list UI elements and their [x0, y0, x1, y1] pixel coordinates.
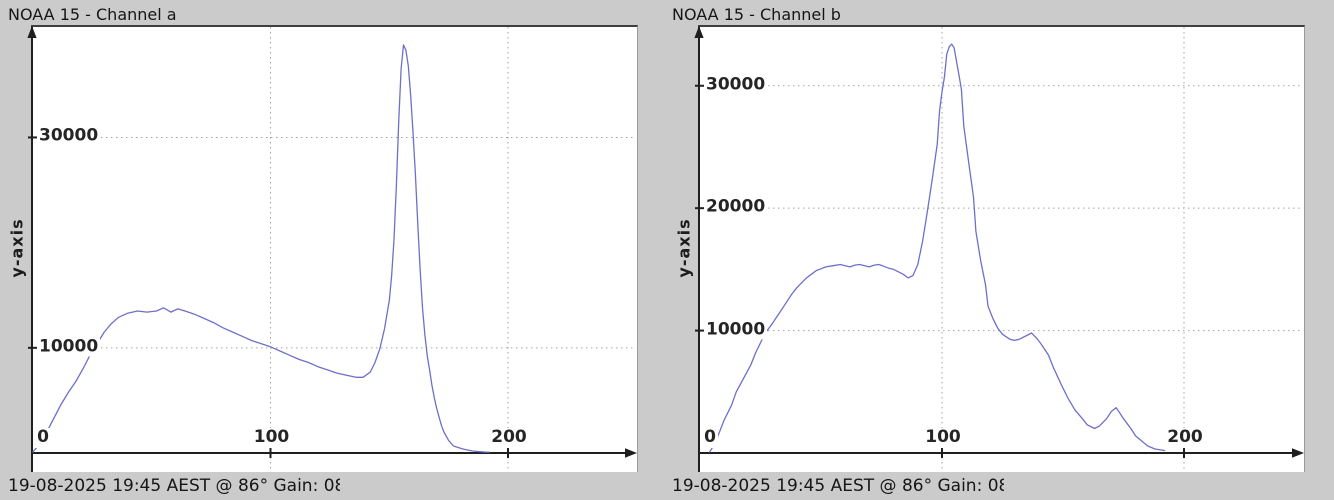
y-axis-arrow — [27, 26, 37, 38]
x-tick-label: 200 — [489, 427, 529, 448]
y-tick-label: 10000 — [37, 336, 101, 357]
y-tick-label: 10000 — [704, 319, 768, 340]
y-axis-title: y-axis — [674, 218, 694, 278]
x-tick-label: 100 — [251, 427, 292, 448]
y-tick-label: 30000 — [704, 74, 768, 95]
x-axis-arrow — [625, 448, 637, 458]
y-tick-label: 20000 — [704, 196, 768, 218]
x-tick-label: 0 — [702, 427, 718, 448]
caption-text: 19-08-2025 19:45 AEST @ 86° Gain: 0 — [8, 476, 335, 496]
panel-title: NOAA 15 - Channel b — [672, 5, 841, 24]
y-axis-arrow — [694, 26, 704, 38]
plot-area: 10000 30000 0 100 200 — [27, 25, 638, 472]
x-tick-label: 200 — [1165, 427, 1205, 448]
x-tick-label: 0 — [35, 427, 51, 448]
y-axis-title: y-axis — [7, 218, 27, 278]
panel-title: NOAA 15 - Channel a — [8, 5, 177, 24]
caption-clipped-char: 8 — [335, 476, 340, 496]
histogram-chart — [694, 26, 1304, 472]
caption-text: 19-08-2025 19:45 AEST @ 86° Gain: 0 — [672, 476, 999, 496]
x-axis-arrow — [1292, 448, 1304, 458]
histogram-curve — [709, 43, 1166, 453]
y-tick-label: 30000 — [37, 125, 101, 147]
histogram-curve — [32, 44, 490, 453]
histogram-chart — [27, 26, 637, 472]
caption-clipped-char: 8 — [999, 476, 1004, 496]
plot-area: 10000 20000 30000 0 100 200 — [694, 25, 1305, 472]
histogram-panel-channel-a: NOAA 15 - Channel a 10000 30000 0 100 200 y-… — [0, 0, 660, 500]
x-tick-label: 100 — [923, 427, 963, 448]
timestamp-caption: 19-08-2025 19:45 AEST @ 86° Gain: 08 — [8, 476, 340, 496]
timestamp-caption: 19-08-2025 19:45 AEST @ 86° Gain: 08 — [672, 476, 1004, 496]
histogram-panel-channel-b: NOAA 15 - Channel b 10000 20000 30000 0 100 2… — [666, 0, 1334, 500]
